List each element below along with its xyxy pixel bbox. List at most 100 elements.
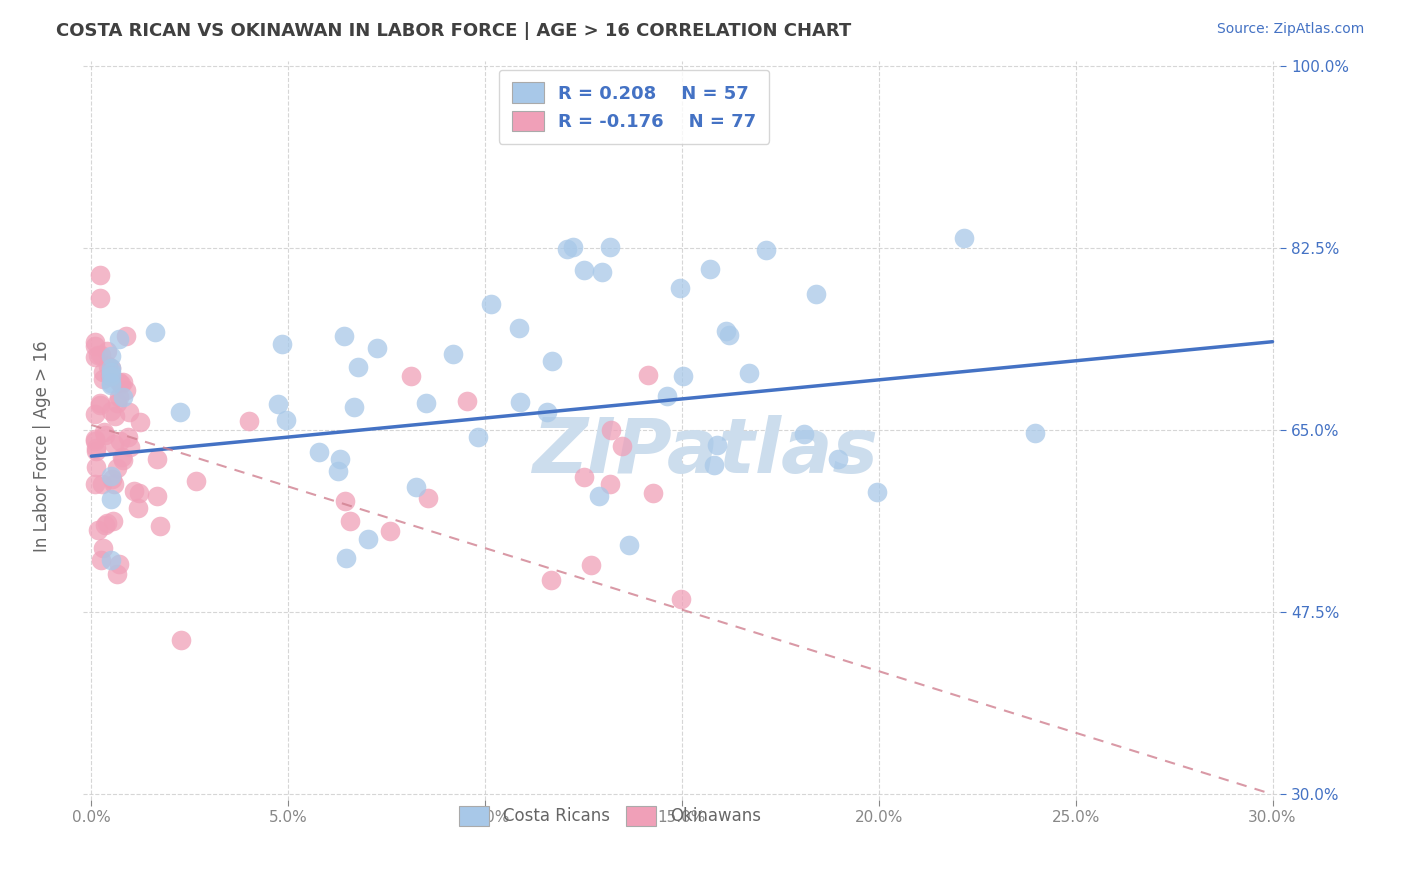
Point <box>149 519 172 533</box>
Point <box>1024 426 1046 441</box>
Point <box>100 404 122 418</box>
Point <box>100 468 122 483</box>
Point <box>555 242 578 256</box>
Point <box>672 369 695 384</box>
Point <box>184 474 207 488</box>
Point <box>93 425 115 439</box>
Point <box>91 476 114 491</box>
Point <box>591 265 613 279</box>
Point <box>111 375 134 389</box>
Point <box>108 332 131 346</box>
Point <box>87 523 110 537</box>
Point <box>89 396 111 410</box>
Point <box>115 384 138 398</box>
Point <box>668 281 690 295</box>
Point <box>118 440 141 454</box>
Point <box>100 360 122 375</box>
Point <box>238 414 260 428</box>
Point <box>84 444 107 458</box>
Point <box>953 231 976 245</box>
Text: ZIPatlas: ZIPatlas <box>533 416 879 490</box>
Point <box>637 368 659 382</box>
Point <box>127 500 149 515</box>
Point <box>579 558 602 572</box>
Point <box>866 485 889 500</box>
Point <box>346 360 368 375</box>
Point <box>467 429 489 443</box>
Point <box>146 489 169 503</box>
Point <box>479 297 502 311</box>
Point <box>84 407 107 421</box>
Point <box>89 291 111 305</box>
Point <box>540 573 562 587</box>
Point <box>333 328 356 343</box>
Point <box>100 365 122 379</box>
Point <box>456 393 478 408</box>
Point <box>617 538 640 552</box>
Point <box>101 473 124 487</box>
Point <box>509 395 531 409</box>
Point <box>84 350 107 364</box>
Point <box>86 348 108 362</box>
Point <box>378 524 401 538</box>
Point <box>89 268 111 282</box>
Point <box>599 239 621 253</box>
Point <box>101 515 124 529</box>
Point <box>100 552 122 566</box>
Point <box>100 376 122 391</box>
Point <box>793 427 815 442</box>
Point <box>129 415 152 429</box>
Point <box>366 341 388 355</box>
Point <box>671 591 693 606</box>
Point <box>96 516 118 530</box>
Point <box>94 427 117 442</box>
Point <box>326 464 349 478</box>
Point <box>111 390 134 404</box>
Point <box>718 327 741 342</box>
Text: In Labor Force | Age > 16: In Labor Force | Age > 16 <box>34 340 51 552</box>
Point <box>706 438 728 452</box>
Point <box>107 461 129 475</box>
Point <box>107 390 129 404</box>
Point <box>612 439 634 453</box>
Point <box>755 243 778 257</box>
Point <box>105 396 128 410</box>
Point <box>108 557 131 571</box>
Point <box>643 486 665 500</box>
Point <box>111 450 134 465</box>
Point <box>91 365 114 379</box>
Point <box>339 514 361 528</box>
Point <box>415 396 437 410</box>
Point <box>91 371 114 385</box>
Point <box>103 436 125 450</box>
Point <box>100 491 122 506</box>
Point <box>357 532 380 546</box>
Point <box>588 489 610 503</box>
Point <box>342 400 364 414</box>
Point <box>84 432 107 446</box>
Text: COSTA RICAN VS OKINAWAN IN LABOR FORCE | AGE > 16 CORRELATION CHART: COSTA RICAN VS OKINAWAN IN LABOR FORCE |… <box>56 22 852 40</box>
Point <box>105 567 128 582</box>
Point <box>405 480 427 494</box>
Point <box>655 389 678 403</box>
Point <box>416 491 439 505</box>
Point <box>96 344 118 359</box>
Point <box>98 369 121 384</box>
Point <box>122 484 145 499</box>
Point <box>86 459 108 474</box>
Point <box>112 452 135 467</box>
Point <box>574 263 596 277</box>
Point <box>308 445 330 459</box>
Point <box>399 369 422 384</box>
Point <box>561 240 583 254</box>
Point <box>804 286 827 301</box>
Point <box>110 377 132 392</box>
Point <box>117 405 139 419</box>
Point <box>170 633 193 648</box>
Point <box>703 458 725 472</box>
Point <box>599 476 621 491</box>
Point <box>100 361 122 376</box>
Point <box>540 354 562 368</box>
Point <box>91 541 114 555</box>
Point <box>827 451 849 466</box>
